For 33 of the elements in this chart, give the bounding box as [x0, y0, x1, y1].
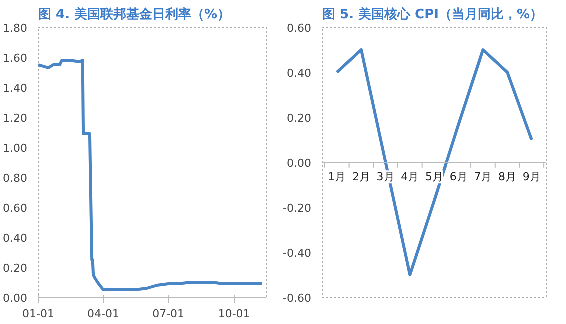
x-tick-label: 2月: [352, 170, 370, 184]
y-tick-label: 0.80: [3, 172, 28, 185]
y-tick-label: 0.20: [287, 112, 312, 125]
line-series: [38, 59, 264, 292]
x-tick-label: 7月: [474, 170, 492, 184]
x-tick-label: 1月: [328, 170, 346, 184]
x-tick-label: 9月: [522, 170, 541, 184]
x-tick-label: 3月: [376, 170, 395, 184]
x-tick-label: 01-01: [22, 308, 54, 320]
y-tick-label: -0.40: [283, 247, 312, 260]
y-tick-label: 1.20: [3, 112, 28, 125]
y-tick-label: 0.40: [3, 232, 28, 245]
x-tick-label: 4月: [401, 170, 420, 184]
y-tick-label: 0.60: [3, 202, 28, 215]
y-tick-label: 1.40: [3, 82, 28, 95]
y-tick-label: 0.20: [3, 262, 28, 275]
y-tick-label: 0.00: [287, 157, 312, 170]
y-tick-label: -0.60: [283, 292, 312, 305]
y-tick-label: 0.60: [287, 22, 312, 35]
y-tick-label: -0.20: [283, 202, 312, 215]
chart-title: 图 5. 美国核心 CPI（当月同比，%）: [322, 6, 543, 22]
x-tick-label: 8月: [498, 170, 517, 184]
x-tick-label: 10-01: [218, 308, 250, 320]
x-tick-label: 04-01: [88, 308, 120, 320]
x-tick-label: 5月: [426, 170, 444, 184]
x-tick-label: 07-01: [152, 308, 185, 320]
x-tick-label: 6月: [450, 170, 468, 184]
y-tick-label: 1.60: [3, 52, 28, 65]
y-tick-label: 1.00: [3, 142, 28, 155]
y-tick-label: 1.80: [3, 22, 28, 35]
y-tick-label: 0.00: [3, 292, 28, 305]
y-tick-label: 0.40: [287, 67, 312, 80]
chart-title: 图 4. 美国联邦基金日利率（%）: [38, 6, 231, 22]
